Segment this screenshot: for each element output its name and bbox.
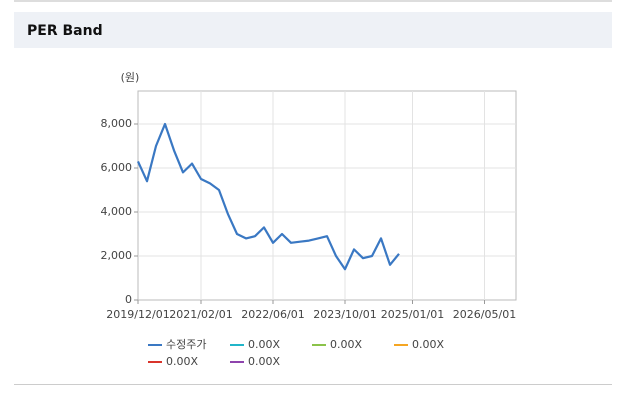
legend-label: 0.00X bbox=[248, 338, 280, 351]
legend-label: 수정주가 bbox=[166, 338, 206, 351]
x-tick-label: 2023/10/01 bbox=[313, 308, 376, 321]
y-tick-label: 4,000 bbox=[101, 205, 133, 218]
x-tick-label: 2019/12/01 bbox=[106, 308, 169, 321]
y-tick-label: 2,000 bbox=[101, 249, 133, 262]
legend-label: 0.00X bbox=[248, 355, 280, 368]
y-unit: (원) bbox=[121, 71, 140, 84]
legend-label: 0.00X bbox=[412, 338, 444, 351]
x-tick-label: 2026/05/01 bbox=[453, 308, 516, 321]
legend-label: 0.00X bbox=[330, 338, 362, 351]
y-tick-label: 6,000 bbox=[101, 161, 133, 174]
x-tick-label: 2025/01/01 bbox=[381, 308, 444, 321]
bottom-border bbox=[14, 384, 612, 385]
top-border bbox=[14, 0, 612, 2]
header-bar bbox=[14, 12, 612, 48]
x-tick-label: 2022/06/01 bbox=[241, 308, 304, 321]
y-tick-label: 0 bbox=[125, 293, 132, 306]
x-tick-label: 2021/02/01 bbox=[169, 308, 232, 321]
legend-label: 0.00X bbox=[166, 355, 198, 368]
plot-frame bbox=[137, 90, 517, 301]
y-tick-label: 8,000 bbox=[101, 117, 133, 130]
section-title: PER Band bbox=[27, 23, 103, 39]
price-line bbox=[136, 122, 400, 271]
